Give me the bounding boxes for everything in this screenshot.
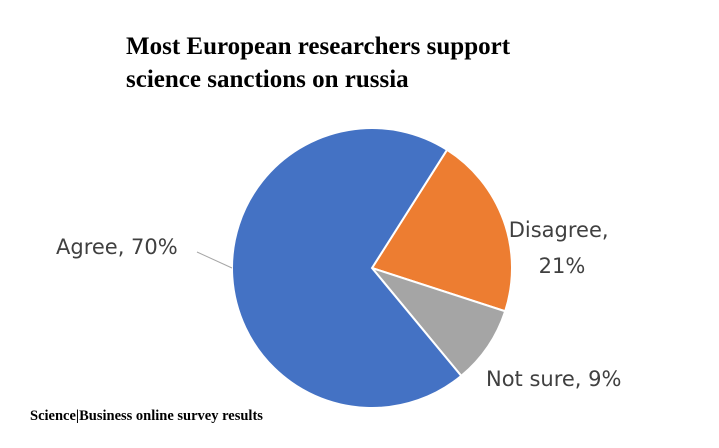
pie-slice-agree bbox=[231, 126, 463, 409]
pie-labels: Agree, 70% Disagree, 21% Not sure, 9% bbox=[56, 218, 621, 391]
chart-title: Most European researchers support scienc… bbox=[126, 30, 686, 96]
label-disagree: Disagree, 21% bbox=[509, 218, 616, 278]
label-agree: Agree, 70% bbox=[56, 235, 178, 259]
pie-slice-not-sure bbox=[369, 265, 507, 378]
chart-title-line-1: Most European researchers support bbox=[126, 33, 511, 60]
agree-leader-line bbox=[196, 251, 233, 269]
label-not-sure: Not sure, 9% bbox=[486, 367, 621, 391]
pie-slice-disagree bbox=[370, 148, 513, 313]
source-note: Science|Business online survey results bbox=[30, 408, 263, 424]
chart-title-line-2: science sanctions on russia bbox=[126, 66, 409, 93]
pie-slices bbox=[231, 126, 513, 409]
